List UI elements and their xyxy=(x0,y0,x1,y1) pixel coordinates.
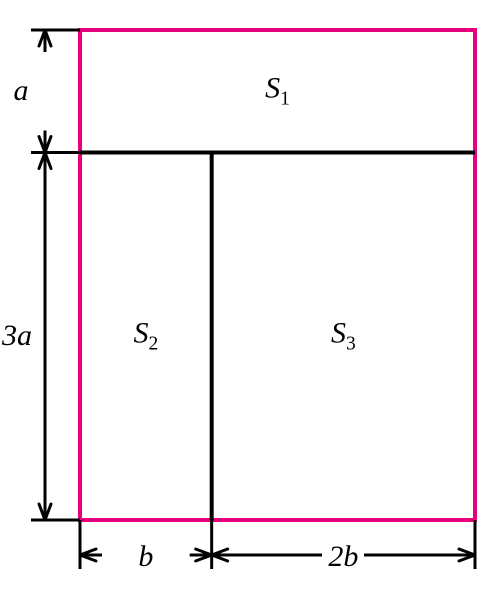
s3-sub: 3 xyxy=(346,334,356,355)
region-s2-label: S2 xyxy=(133,317,158,356)
s3-letter: S xyxy=(331,317,346,350)
region-s1-label: S1 xyxy=(265,72,290,111)
s2-letter: S xyxy=(133,317,148,350)
dim-3a-label: 3a xyxy=(2,319,32,353)
diagram-svg xyxy=(0,0,500,601)
s1-letter: S xyxy=(265,72,280,105)
dim-a-label: a xyxy=(14,74,29,108)
s1-sub: 1 xyxy=(280,89,290,110)
s2-sub: 2 xyxy=(148,334,158,355)
diagram-stage: S1 S2 S3 a 3a b 2b xyxy=(0,0,500,601)
dim-2b-label: 2b xyxy=(322,540,364,574)
region-s3-label: S3 xyxy=(331,317,356,356)
dim-b-label: b xyxy=(134,540,157,574)
